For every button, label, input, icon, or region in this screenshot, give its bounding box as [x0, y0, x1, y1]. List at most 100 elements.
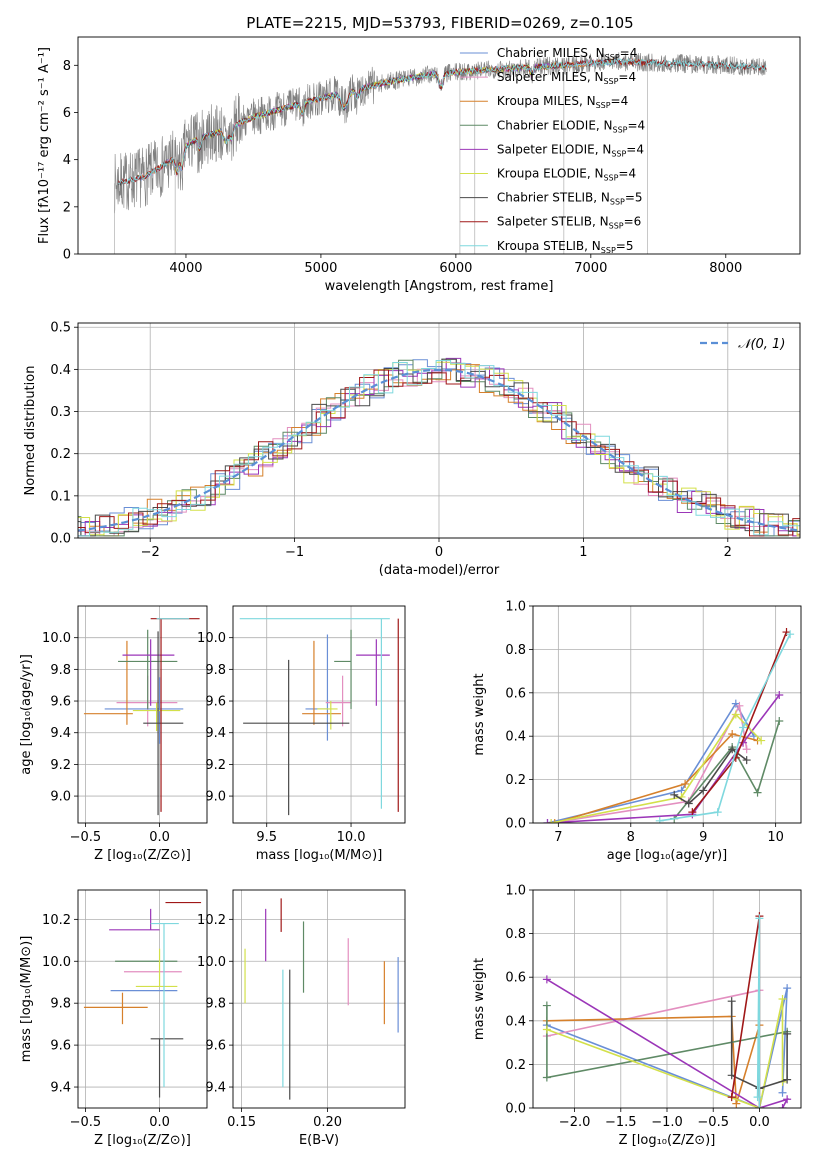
y-tick-label: 0.6: [505, 971, 526, 986]
x-tick-label: 5000: [304, 261, 337, 276]
x-tick-label: −0.5: [697, 1115, 729, 1130]
x-axis-label: Z [log₁₀(Z/Z⊙)]: [94, 1133, 191, 1148]
weight-marker: [731, 710, 740, 719]
x-tick-label: −0.5: [70, 830, 102, 845]
weight-series: [546, 1015, 761, 1104]
y-tick-label: 9.6: [205, 1039, 226, 1054]
legend-entry: 𝒩(0, 1): [738, 337, 785, 352]
axes-frame: [77, 605, 208, 824]
z-weight-panel: −2.0 −1.5 −1.0 −0.5 0.0 0.0 0.2 0.4 0.6 0.8 1.0 Z […: [472, 884, 802, 1148]
x-tick-label: 10.0: [337, 830, 366, 845]
y-tick-label: 0.0: [505, 817, 526, 832]
y-axis-label: Flux [fλ10⁻¹⁷ erg cm⁻² s⁻¹ A⁻¹]: [37, 47, 52, 244]
y-tick-label: 0.4: [505, 730, 526, 745]
weight-marker: [699, 786, 708, 795]
x-tick-label: −1.0: [651, 1115, 683, 1130]
weight-marker: [778, 1088, 787, 1097]
weight-series: [547, 694, 780, 823]
x-tick-label: 7: [554, 830, 562, 845]
x-axis-label: (data-model)/error: [379, 563, 500, 578]
x-axis-label: Z [log₁₀(Z/Z⊙)]: [94, 848, 191, 863]
y-tick-label: 4: [63, 153, 71, 168]
weight-series: [546, 998, 784, 1108]
y-tick-label: 0.6: [505, 686, 526, 701]
legend-entry: Salpeter ELODIE, NSSP=4: [497, 142, 644, 158]
x-tick-label: −2: [141, 545, 160, 560]
y-tick-label: 9.0: [50, 790, 71, 805]
residual-histogram: [78, 358, 800, 537]
weight-marker: [757, 736, 766, 745]
y-tick-label: 9.0: [205, 790, 226, 805]
y-tick-label: 1.0: [505, 600, 526, 615]
legend-entry: Chabrier ELODIE, NSSP=4: [497, 118, 645, 134]
y-tick-label: 9.2: [50, 758, 71, 773]
y-axis-label: Normed distribution: [23, 366, 38, 496]
x-tick-label: 0.0: [749, 1115, 770, 1130]
weight-marker: [735, 701, 744, 710]
y-tick-label: 9.6: [50, 695, 71, 710]
residual-histogram: [78, 358, 800, 537]
weight-series: [730, 916, 761, 1108]
x-axis-label: mass [log₁₀(M/M⊙)]: [256, 848, 383, 863]
y-tick-label: 0.4: [50, 363, 71, 378]
residual-histogram: [78, 361, 800, 537]
weight-marker: [775, 717, 784, 726]
y-tick-label: 2: [63, 200, 71, 215]
weight-marker: [742, 756, 751, 765]
x-axis-label: Z [log₁₀(Z/Z⊙)]: [619, 1133, 716, 1148]
weight-marker: [713, 808, 722, 817]
legend-entry: Kroupa STELIB, NSSP=5: [497, 239, 634, 255]
y-tick-label: 0.2: [505, 773, 526, 788]
y-tick-label: 6: [63, 106, 71, 121]
y-tick-label: 9.2: [205, 758, 226, 773]
x-tick-label: −0.5: [70, 1115, 102, 1130]
y-tick-label: 0.8: [505, 927, 526, 942]
weight-marker: [670, 790, 679, 799]
weight-marker: [783, 1095, 792, 1104]
y-tick-label: 10.0: [42, 955, 71, 970]
z-age-panel: −0.5 0.0 9.0 9.2 9.4 9.6 9.8 10.0 Z [log₁₀(Z/Z⊙)…: [19, 605, 208, 863]
x-axis-label: wavelength [Angstrom, rest frame]: [325, 279, 554, 294]
y-tick-label: 1.0: [505, 884, 526, 899]
weight-marker: [755, 1104, 764, 1108]
axes-frame: [232, 605, 406, 824]
y-tick-label: 0.4: [505, 1014, 526, 1029]
legend-entry: Kroupa MILES, NSSP=4: [497, 94, 628, 110]
y-tick-label: 0.3: [50, 405, 71, 420]
x-tick-label: 7000: [574, 261, 607, 276]
y-tick-label: 0.2: [505, 1058, 526, 1073]
y-tick-label: 0.5: [50, 321, 71, 336]
y-tick-label: 9.4: [50, 726, 71, 741]
weight-marker: [542, 1001, 551, 1010]
weight-series: [546, 987, 788, 1108]
x-axis-label: age [log₁₀(age/yr)]: [607, 848, 728, 863]
age-weight-panel: 7 8 9 10 0.0 0.2 0.4 0.6 0.8 1.0 age [log₁₀(age/yr…: [472, 600, 802, 863]
y-tick-label: 9.6: [50, 1039, 71, 1054]
weight-marker: [727, 1093, 736, 1102]
weight-marker: [684, 799, 693, 808]
x-tick-label: 0.0: [149, 1115, 170, 1130]
weight-series: [546, 989, 760, 1037]
y-tick-label: 10.2: [42, 913, 71, 928]
weight-marker: [783, 1075, 792, 1084]
x-tick-label: 0.15: [227, 1115, 256, 1130]
plot-area: [542, 912, 792, 1108]
axes-frame: [77, 889, 208, 1109]
weight-marker: [742, 745, 751, 754]
x-tick-label: 8: [627, 830, 635, 845]
weight-marker: [775, 690, 784, 699]
weight-marker: [783, 1029, 792, 1038]
weight-marker: [778, 1104, 787, 1108]
y-tick-label: 9.4: [50, 1081, 71, 1096]
x-tick-label: −1.5: [605, 1115, 637, 1130]
x-tick-label: 8000: [709, 261, 742, 276]
weight-marker: [783, 984, 792, 993]
x-tick-label: −2.0: [559, 1115, 591, 1130]
y-tick-label: 0.0: [50, 532, 71, 547]
legend-entry: Salpeter STELIB, NSSP=6: [497, 215, 641, 231]
weight-series: [756, 918, 761, 1108]
weight-marker: [778, 995, 787, 1003]
x-tick-label: 6000: [439, 261, 472, 276]
x-tick-label: 9.5: [256, 830, 277, 845]
